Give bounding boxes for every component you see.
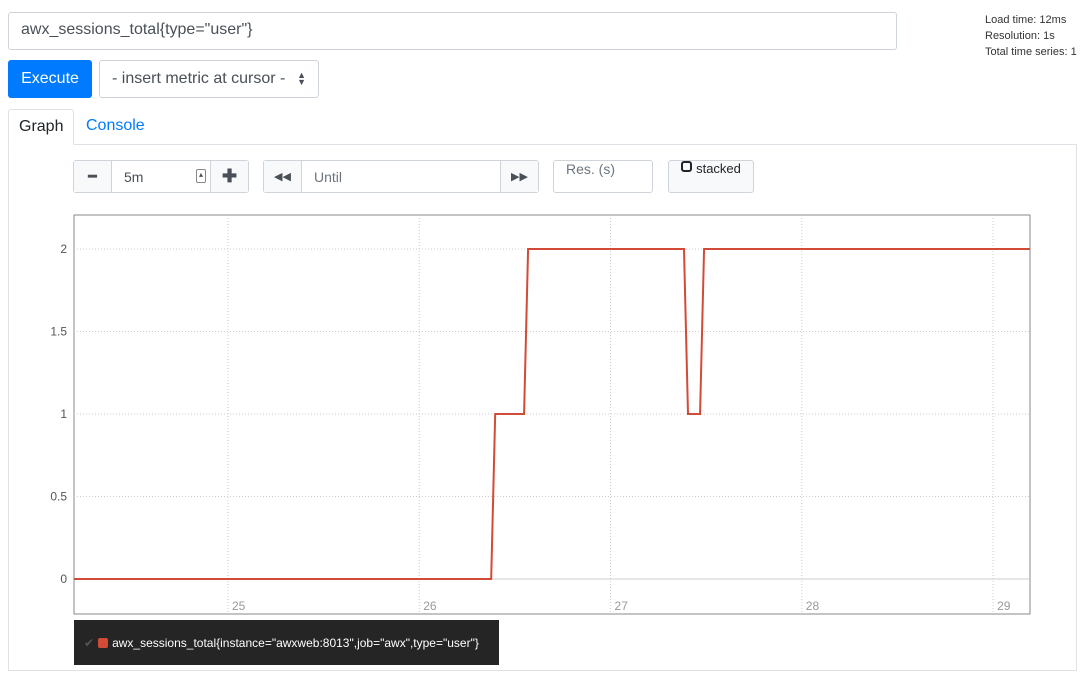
backward-icon: ◀◀ xyxy=(274,171,291,183)
legend: ✔ awx_sessions_total{instance="awxweb:80… xyxy=(74,620,499,665)
expression-input[interactable]: awx_sessions_total{type="user"} xyxy=(8,12,897,50)
checkbox-icon xyxy=(681,161,693,172)
minus-icon: ━ xyxy=(88,168,97,184)
resolution: Resolution: 1s xyxy=(985,30,1055,42)
legend-series-label[interactable]: awx_sessions_total{instance="awxweb:8013… xyxy=(112,635,479,650)
until-input[interactable]: Until xyxy=(302,161,501,192)
insert-metric-label: - insert metric at cursor - xyxy=(112,70,286,87)
load-time: Load time: 12ms xyxy=(985,14,1067,26)
tab-console[interactable]: Console xyxy=(86,117,145,134)
forward-button[interactable]: ▶▶ xyxy=(501,161,538,192)
series-swatch xyxy=(98,637,109,648)
range-increase-button[interactable]: ✚ xyxy=(211,161,248,192)
resolution-input[interactable]: Res. (s) xyxy=(553,160,653,193)
range-input[interactable]: 5m ▴ xyxy=(112,161,211,192)
forward-icon: ▶▶ xyxy=(511,171,528,183)
total-series: Total time series: 1 xyxy=(985,46,1077,58)
query-stats: Load time: 12ms Resolution: 1s Total tim… xyxy=(985,12,1077,60)
graph-panel xyxy=(8,144,1077,671)
until-group: ◀◀ Until ▶▶ xyxy=(263,160,539,193)
range-value: 5m xyxy=(124,168,144,185)
autofill-icon: ▴ xyxy=(196,169,206,183)
tab-graph[interactable]: Graph xyxy=(8,109,75,145)
execute-button[interactable]: Execute xyxy=(8,60,92,98)
range-decrease-button[interactable]: ━ xyxy=(74,161,112,192)
insert-metric-select[interactable]: - insert metric at cursor - ▲ ▼ xyxy=(99,60,319,98)
check-icon[interactable]: ✔ xyxy=(84,635,95,650)
stacked-button[interactable]: stacked xyxy=(668,160,754,193)
range-group: ━ 5m ▴ ✚ xyxy=(73,160,249,193)
plus-icon: ✚ xyxy=(221,166,238,186)
back-button[interactable]: ◀◀ xyxy=(264,161,302,192)
select-arrows-icon: ▲ ▼ xyxy=(297,70,306,87)
stacked-label: stacked xyxy=(696,161,741,176)
